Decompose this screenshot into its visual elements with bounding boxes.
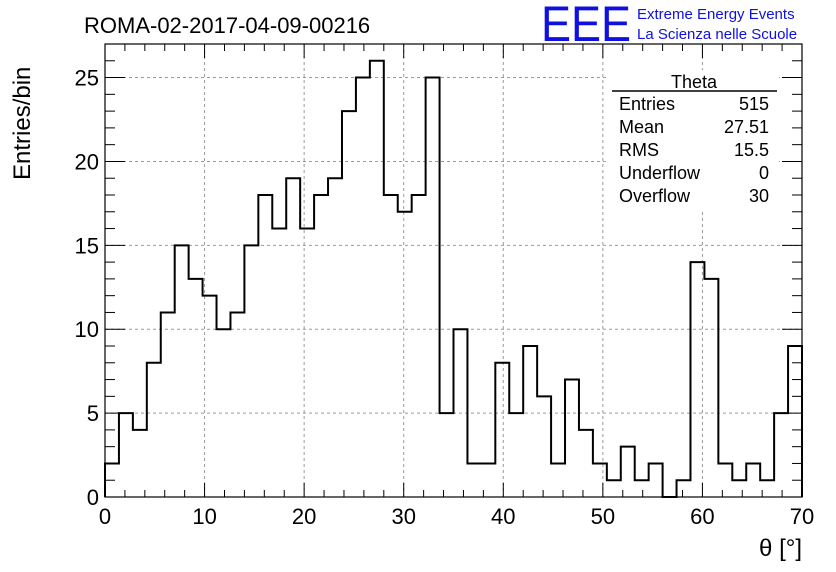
stats-value-mean: 27.51 <box>724 117 769 137</box>
logo-line-1: Extreme Energy Events <box>637 6 795 23</box>
stats-value-underflow: 0 <box>759 163 769 183</box>
y-tick-labels: 0 5 10 15 20 25 <box>75 66 99 510</box>
logo-line-2: La Scienza nelle Scuole <box>637 26 797 43</box>
x-tick-label: 30 <box>391 504 415 529</box>
stats-label-rms: RMS <box>619 140 659 160</box>
y-tick-label: 20 <box>75 149 99 174</box>
stats-label-overflow: Overflow <box>619 186 691 206</box>
y-tick-label: 5 <box>87 401 99 426</box>
x-tick-label: 60 <box>690 504 714 529</box>
y-tick-label: 0 <box>87 485 99 510</box>
plot-frame <box>104 43 803 498</box>
stats-value-rms: 15.5 <box>734 140 769 160</box>
x-tick-labels: 0 10 20 30 40 50 60 70 <box>99 504 814 529</box>
stats-title: Theta <box>671 72 718 92</box>
x-tick-label: 40 <box>491 504 515 529</box>
stats-box-background <box>609 70 779 212</box>
eee-logo: EEE Extreme Energy Events La Scienza nel… <box>541 0 797 52</box>
y-tick-label: 10 <box>75 317 99 342</box>
stats-label-mean: Mean <box>619 117 664 137</box>
stats-value-entries: 515 <box>739 94 769 114</box>
x-tick-label: 20 <box>292 504 316 529</box>
x-axis-label: θ [°] <box>759 535 802 562</box>
stats-label-entries: Entries <box>619 94 675 114</box>
stats-box: Theta Entries 515 Mean 27.51 RMS 15.5 Un… <box>609 70 779 212</box>
stats-value-overflow: 30 <box>749 186 769 206</box>
axis-ticks <box>104 44 803 498</box>
stats-label-underflow: Underflow <box>619 163 701 183</box>
x-tick-label: 70 <box>790 504 814 529</box>
run-title: ROMA-02-2017-04-09-00216 <box>84 13 370 38</box>
x-tick-label: 50 <box>591 504 615 529</box>
y-tick-label: 25 <box>75 66 99 91</box>
x-tick-label: 10 <box>192 504 216 529</box>
histogram-outline <box>104 59 803 498</box>
x-tick-label: 0 <box>99 504 111 529</box>
y-tick-label: 15 <box>75 233 99 258</box>
y-axis-label: Entries/bin <box>9 67 36 180</box>
logo-eee-text: EEE <box>541 0 631 52</box>
